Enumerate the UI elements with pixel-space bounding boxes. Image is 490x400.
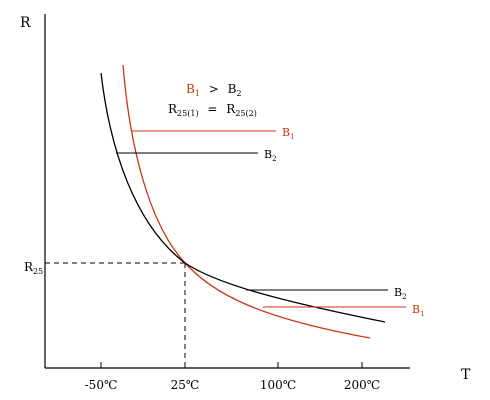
condition-r25-equal: R25(1) = R25(2) [168, 102, 257, 119]
curve-b2 [100, 72, 386, 323]
label-b1-lower: B1 [412, 303, 425, 318]
r25-label: R25 [24, 260, 43, 276]
y-axis-label: R [20, 15, 31, 31]
label-b1-upper: B1 [282, 126, 295, 141]
x-tick-label-1: -50℃ [85, 378, 118, 392]
x-tick-label-2: 25℃ [171, 378, 200, 392]
x-tick-label-4: 200℃ [344, 378, 380, 392]
label-b2-lower: B2 [394, 286, 407, 301]
curve-b1 [122, 64, 371, 339]
label-b2-upper: B2 [264, 148, 277, 163]
condition-b1-gt-b2: B1 > B2 [186, 82, 242, 99]
x-tick-label-3: 100℃ [260, 378, 296, 392]
x-axis-label: T [461, 367, 471, 383]
